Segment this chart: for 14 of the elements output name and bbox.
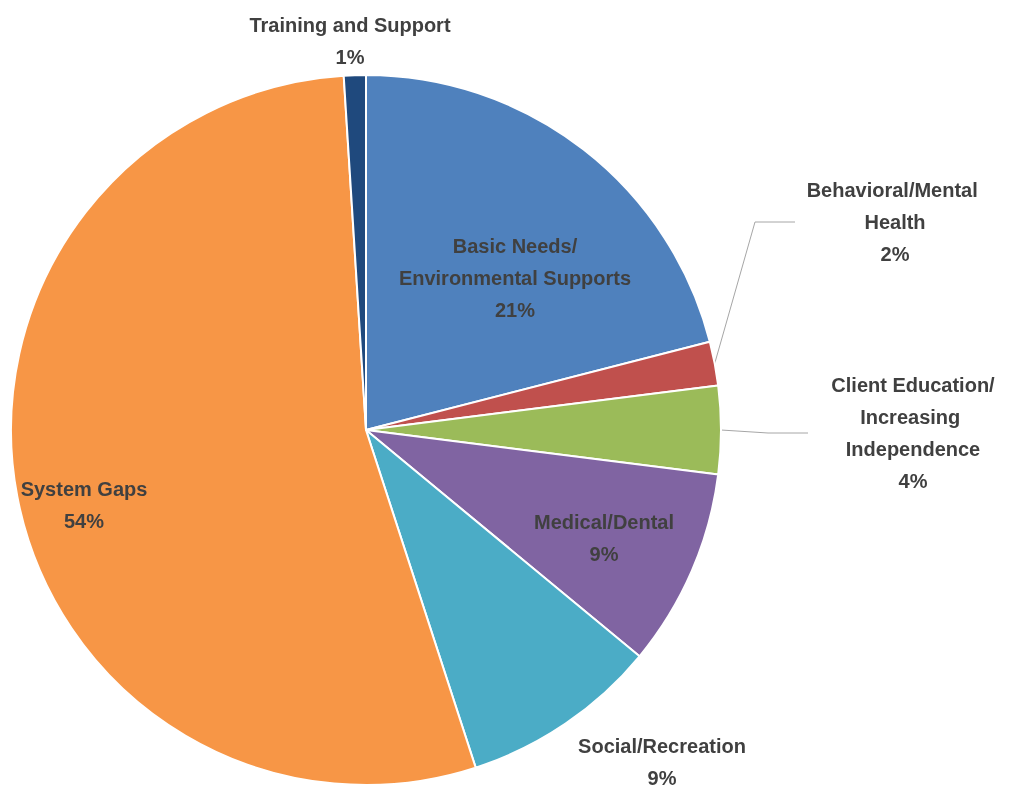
data-label: 4%: [898, 470, 928, 492]
data-label: 2%: [880, 243, 910, 265]
slice-label: System Gaps: [20, 478, 148, 500]
data-label: 54%: [63, 510, 105, 532]
slice-label: Client Education/Increasing Independence: [831, 374, 996, 460]
slice-label: Training and Support: [249, 14, 451, 36]
data-label: 21%: [494, 299, 536, 321]
data-label: 9%: [589, 543, 619, 565]
slice-label: Basic Needs/Environmental Supports: [398, 235, 632, 289]
slice-label: Behavioral/Mental Health: [806, 179, 984, 233]
data-label: 9%: [647, 767, 677, 789]
data-label: 1%: [335, 46, 365, 68]
slice-label: Social/Recreation: [578, 735, 746, 757]
slice-label: Medical/Dental: [533, 511, 675, 533]
